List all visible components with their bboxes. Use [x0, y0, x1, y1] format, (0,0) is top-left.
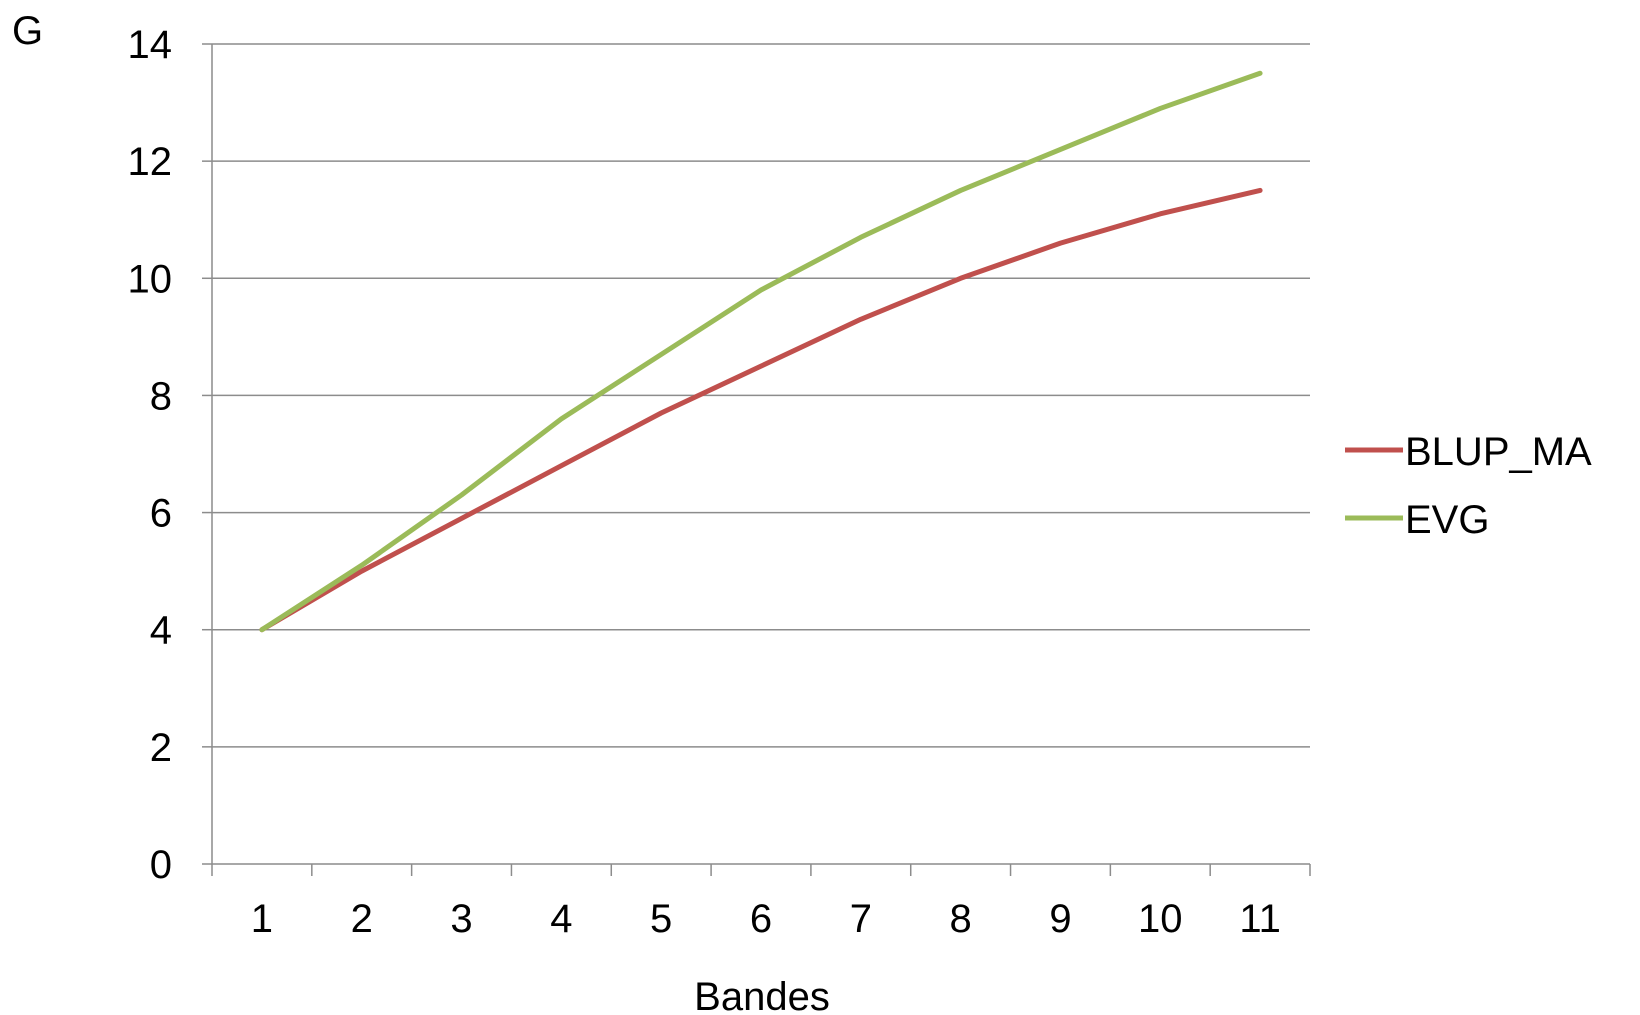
legend-item: BLUP_MA: [1345, 430, 1592, 474]
y-axis-title: G: [12, 9, 43, 53]
y-tick-label: 4: [150, 609, 172, 653]
x-tick-label: 6: [750, 897, 772, 941]
axes: [202, 43, 1311, 876]
x-tick-label: 9: [1049, 897, 1071, 941]
x-axis-title: Bandes: [694, 975, 830, 1015]
gridlines: [212, 43, 1310, 748]
x-tick-labels: 1 2 3 4 5 6 7 8 9 10 11: [251, 897, 1281, 941]
y-tick-label: 12: [128, 140, 173, 184]
legend: BLUP_MA EVG: [1345, 430, 1592, 542]
legend-label: EVG: [1405, 498, 1489, 542]
series-lines: [259, 70, 1263, 633]
series-blup-ma: [259, 187, 1263, 633]
legend-label: BLUP_MA: [1405, 430, 1592, 474]
y-tick-labels: 0 2 4 6 8 10 12 14: [128, 23, 173, 887]
y-tick-label: 10: [128, 257, 173, 301]
x-tick-label: 8: [950, 897, 972, 941]
y-tick-label: 0: [150, 843, 172, 887]
x-tick-label: 5: [650, 897, 672, 941]
x-tick-label: 2: [351, 897, 373, 941]
legend-item: EVG: [1345, 498, 1489, 542]
x-tick-label: 10: [1138, 897, 1183, 941]
y-tick-label: 6: [150, 492, 172, 536]
y-tick-label: 8: [150, 374, 172, 418]
series-line: [259, 187, 1263, 633]
x-tick-label: 1: [251, 897, 273, 941]
x-tick-label: 3: [450, 897, 472, 941]
series-evg: [259, 70, 1263, 633]
y-tick-label: 14: [128, 23, 173, 67]
x-tick-label: 11: [1239, 897, 1281, 941]
x-tick-label: 7: [850, 897, 872, 941]
y-tick-label: 2: [150, 726, 172, 770]
x-tick-label: 4: [550, 897, 572, 941]
